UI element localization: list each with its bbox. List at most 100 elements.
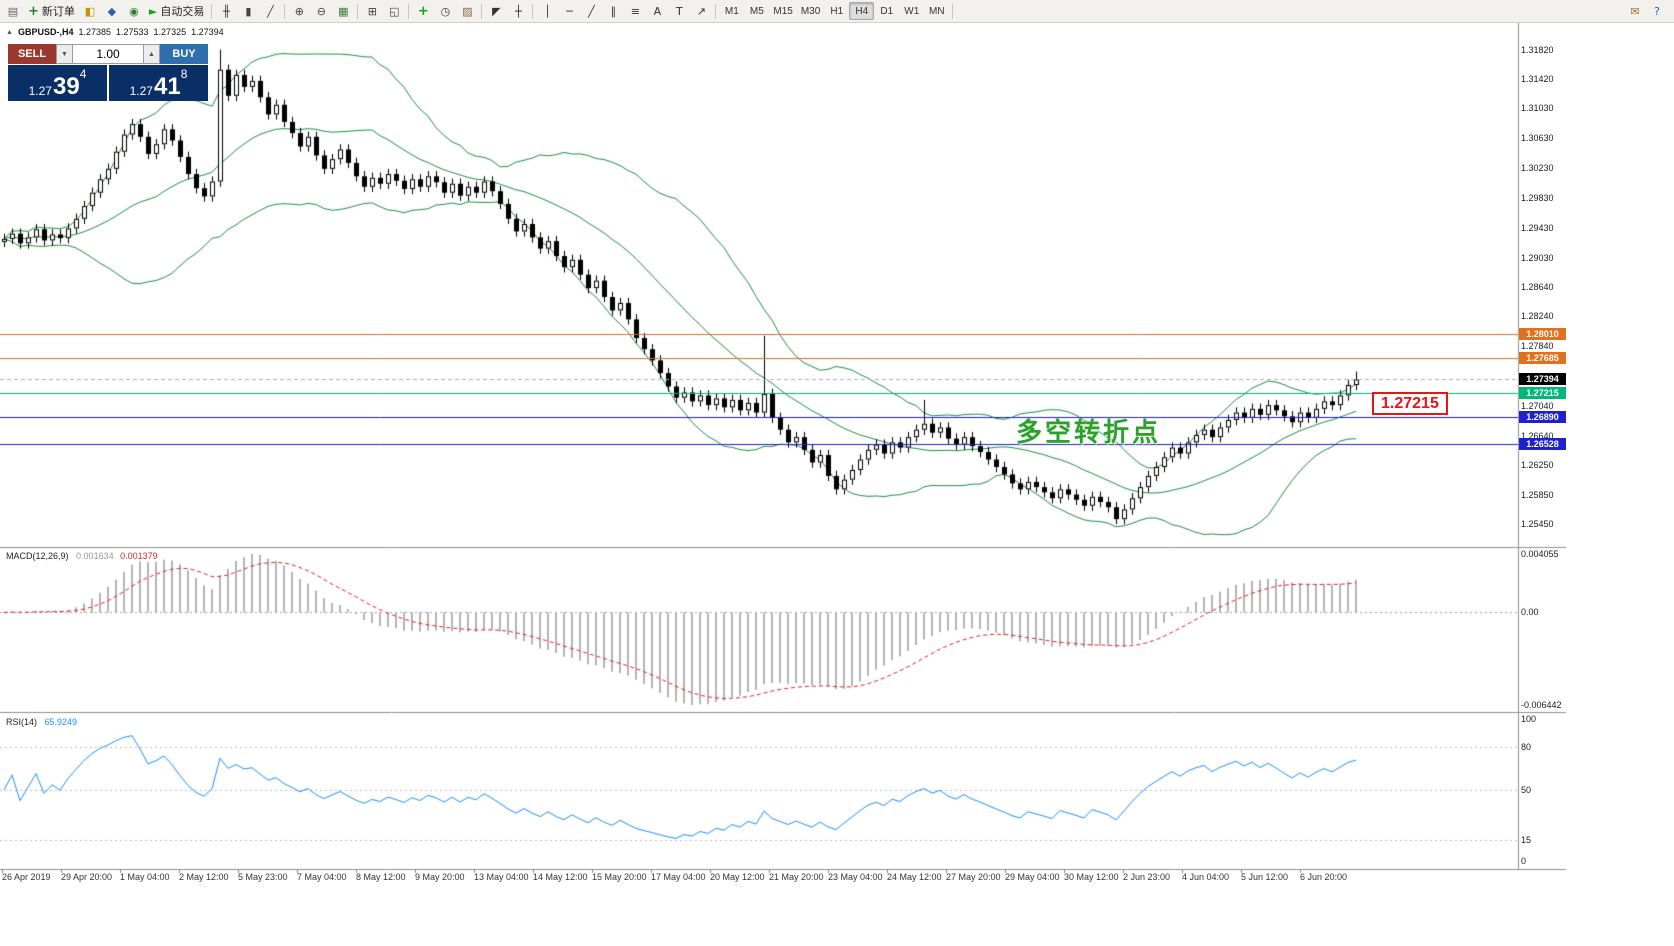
auto-trading-button-label: 自动交易: [160, 5, 205, 18]
data-window-icon: ◉: [129, 4, 139, 18]
rsi-indicator-header: RSI(14) 65.9249: [6, 717, 77, 727]
cascade-windows-button[interactable]: ◱: [383, 1, 405, 21]
cursor-button[interactable]: ◤: [485, 1, 507, 21]
toolbar-right-group: ✉?: [1624, 0, 1668, 22]
cursor-icon: ◤: [492, 4, 501, 18]
timeframe-h4-button[interactable]: H4: [849, 2, 875, 20]
zoom-in-icon: ⊕: [294, 4, 304, 18]
ohlc-high: 1.27533: [116, 27, 149, 37]
cascade-windows-icon: ◱: [389, 4, 400, 18]
templates-icon: ▨: [462, 4, 473, 18]
grid-button[interactable]: ▦: [332, 1, 354, 21]
community-button[interactable]: ✉: [1624, 1, 1646, 21]
bar-chart-icon: ╫: [223, 4, 230, 18]
timeframe-mn-button[interactable]: MN: [924, 2, 949, 20]
new-chart-button[interactable]: ▤: [2, 1, 24, 21]
new-order-button-label: 新订单: [41, 5, 75, 18]
crosshair-button[interactable]: ┼: [507, 1, 529, 21]
clock-icon: ◷: [440, 4, 451, 18]
sell-button[interactable]: SELL: [8, 44, 56, 64]
buy-price-sup: 8: [180, 67, 188, 81]
line-chart-button[interactable]: ╱: [259, 1, 281, 21]
ohlc-close: 1.27394: [191, 27, 224, 37]
zoom-out-icon: ⊖: [316, 4, 326, 18]
ohlc-low: 1.27325: [153, 27, 187, 37]
sell-price[interactable]: 1.27 39 4: [8, 65, 107, 101]
timeframe-m1-button[interactable]: M1: [719, 2, 744, 20]
candlestick-chart-button[interactable]: ▮: [237, 1, 259, 21]
macd-label: MACD(12,26,9): [6, 551, 69, 561]
rsi-value: 65.9249: [44, 717, 78, 727]
price-chart-canvas[interactable]: [0, 23, 1674, 891]
tile-windows-button[interactable]: ⊞: [361, 1, 383, 21]
toolbar-separator: [408, 3, 410, 19]
chart-window-icon: ▤: [7, 4, 19, 18]
ohlc-open: 1.27385: [78, 27, 111, 37]
text-button[interactable]: A: [646, 1, 668, 21]
help-button[interactable]: ?: [1646, 1, 1668, 21]
channel-button[interactable]: ∥: [602, 1, 624, 21]
timeframe-m30-button[interactable]: M30: [797, 2, 824, 20]
volume-increase-button[interactable]: ▲: [143, 44, 160, 64]
timeframe-w1-button[interactable]: W1: [899, 2, 924, 20]
arrows-button[interactable]: ↗: [690, 1, 712, 21]
toolbar-separator: [715, 3, 717, 19]
timeframe-d1-button[interactable]: D1: [874, 2, 899, 20]
trendline-icon: ╱: [588, 4, 595, 18]
sell-price-sup: 4: [79, 67, 87, 81]
fibonacci-icon: ≡: [630, 4, 640, 18]
vertical-line-button[interactable]: │: [536, 1, 558, 21]
fibonacci-button[interactable]: ≡: [624, 1, 646, 21]
new-order-icon: +: [28, 3, 39, 19]
periods-button[interactable]: ◷: [434, 1, 456, 21]
toolbar-separator: [211, 3, 213, 19]
profiles-icon: ◧: [84, 4, 96, 18]
symbol-title: GBPUSD-,H4: [17, 27, 74, 37]
chart-annotation-text[interactable]: 多空转折点: [1016, 418, 1162, 448]
text-label-button[interactable]: T: [668, 1, 690, 21]
auto-trading-button[interactable]: ► 自动交易: [145, 1, 208, 21]
buy-button[interactable]: BUY: [160, 44, 208, 64]
grid-icon: ▦: [338, 4, 349, 18]
arrow-object-icon: ↗: [696, 4, 706, 18]
toolbar-left-group: ▤ + 新订单 ◧ ◆ ◉ ► 自动交易 ╫ ▮ ╱ ⊕ ⊖ ▦ ⊞ ◱ + ◷ ▨ ◤ ┼ │ ─ ╱ ∥ ≡ A T ↗ M1 M5 M1…: [2, 0, 956, 22]
horizontal-line-icon: ─: [566, 4, 573, 18]
new-order-button[interactable]: + 新订单: [24, 1, 79, 21]
profiles-button[interactable]: ◧: [79, 1, 101, 21]
trendline-button[interactable]: ╱: [580, 1, 602, 21]
chart-info-line: ▲ GBPUSD-,H4 1.27385 1.27533 1.27325 1.2…: [6, 27, 224, 37]
help-icon: ?: [1654, 4, 1660, 18]
templates-button[interactable]: ▨: [456, 1, 478, 21]
timeframe-h1-button[interactable]: H1: [824, 2, 849, 20]
one-click-trading-panel: SELL ▼ 1.00 ▲ BUY 1.27 39 4 1.27 41 8: [8, 44, 208, 101]
timeframe-m5-button[interactable]: M5: [744, 2, 769, 20]
text-icon: A: [653, 4, 662, 18]
indicators-button[interactable]: +: [412, 1, 434, 21]
market-watch-icon: ◆: [107, 4, 117, 18]
toolbar-separator: [952, 3, 954, 19]
vertical-line-icon: │: [544, 4, 551, 18]
toolbar-separator: [284, 3, 286, 19]
zoom-in-button[interactable]: ⊕: [288, 1, 310, 21]
toolbar: ▤ + 新订单 ◧ ◆ ◉ ► 自动交易 ╫ ▮ ╱ ⊕ ⊖ ▦ ⊞ ◱ + ◷ ▨ ◤ ┼ │ ─ ╱ ∥ ≡ A T ↗ M1 M5 M1…: [0, 0, 1674, 23]
oneclick-collapse-toggle[interactable]: ▲: [6, 28, 13, 36]
horizontal-line-button[interactable]: ─: [558, 1, 580, 21]
line-chart-icon: ╱: [267, 4, 274, 18]
toolbar-separator: [532, 3, 534, 19]
timeframe-m15-button[interactable]: M15: [769, 2, 796, 20]
data-window-button[interactable]: ◉: [123, 1, 145, 21]
mail-icon: ✉: [1630, 4, 1640, 18]
volume-input[interactable]: 1.00: [73, 44, 143, 64]
buy-price-base: 1.27: [129, 84, 153, 98]
market-watch-button[interactable]: ◆: [101, 1, 123, 21]
zoom-out-button[interactable]: ⊖: [310, 1, 332, 21]
buy-price-big: 41: [153, 73, 181, 100]
price-callout-label[interactable]: 1.27215: [1372, 392, 1448, 415]
macd-value: 0.001634: [76, 551, 114, 561]
add-indicator-icon: +: [417, 3, 429, 19]
volume-decrease-button[interactable]: ▼: [56, 44, 73, 64]
sell-price-big: 39: [52, 73, 80, 100]
bar-chart-button[interactable]: ╫: [215, 1, 237, 21]
buy-price[interactable]: 1.27 41 8: [109, 65, 208, 101]
